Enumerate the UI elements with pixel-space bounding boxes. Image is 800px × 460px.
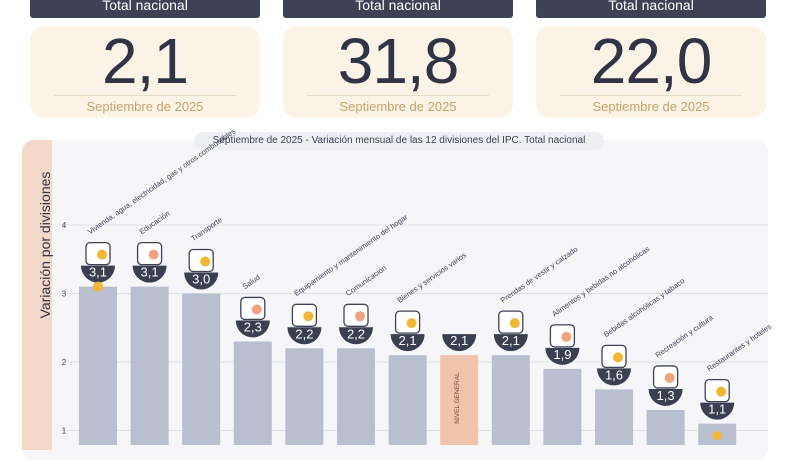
bar — [646, 409, 685, 445]
value-bubble — [597, 368, 631, 386]
category-label: Prendas de vestir y calzado — [499, 245, 580, 305]
kpi-body: 2,1 Septiembre de 2025 — [30, 25, 260, 118]
tshirt-icon — [498, 310, 524, 334]
bar — [182, 293, 221, 445]
bus-icon — [188, 248, 214, 273]
category-label: NIVEL GENERAL — [454, 372, 461, 424]
value-label: 2,2 — [295, 326, 313, 341]
y-axis-strip — [22, 140, 52, 450]
value-bubble — [493, 334, 528, 352]
value-label: 3,1 — [89, 265, 107, 280]
value-bubble — [132, 265, 167, 283]
kpi-body: 31,8 Septiembre de 2025 — [283, 25, 513, 118]
category-label: Comunicación — [344, 263, 388, 298]
bar — [543, 368, 582, 445]
value-label: 2,1 — [399, 333, 417, 348]
kpi-card-1: Total nacional 2,1 Septiembre de 2025 — [30, 0, 260, 118]
y-tick-label: 4 — [62, 221, 67, 230]
bar — [491, 355, 530, 445]
food-plate-icon — [549, 324, 576, 348]
value-bubble — [235, 320, 270, 338]
category-label: Restaurantes y hoteles — [705, 322, 773, 374]
category-label: Recreación y cultura — [654, 313, 716, 360]
kpi-header: Total nacional — [30, 0, 260, 18]
kpi-card-3: Total nacional 22,0 Septiembre de 2025 — [536, 0, 766, 118]
bar — [440, 355, 479, 445]
category-label: Bienes y servicios varios — [396, 250, 469, 305]
bar — [233, 341, 272, 445]
bar — [79, 286, 117, 445]
value-label: 2,1 — [502, 333, 520, 348]
value-label: 1,6 — [605, 367, 623, 382]
phone-icon — [343, 303, 369, 327]
value-bubble — [184, 272, 219, 290]
umbrella-icon — [652, 365, 679, 389]
kpi-body: 22,0 Septiembre de 2025 — [536, 25, 766, 118]
lightbulb-icon — [85, 241, 111, 266]
bar — [337, 348, 375, 445]
kpi-value: 2,1 — [102, 25, 189, 97]
value-bubble — [339, 327, 373, 345]
bar — [130, 286, 169, 445]
value-bubble — [648, 388, 683, 406]
value-label: 1,1 — [708, 402, 726, 417]
value-bubble — [287, 327, 322, 345]
y-tick-label: 2 — [62, 358, 67, 367]
wine-bottle-icon — [601, 344, 627, 369]
book-icon — [136, 241, 163, 266]
value-bubble — [442, 334, 477, 352]
value-label: 1,9 — [553, 347, 571, 362]
kpi-value: 22,0 — [590, 25, 713, 97]
kpi-card-2: Total nacional 31,8 Septiembre de 2025 — [283, 0, 513, 118]
y-tick-label: 1 — [62, 427, 67, 436]
bar — [595, 389, 633, 445]
y-tick-label: 3 — [62, 290, 67, 299]
category-label: Bebidas alcohólicas y tabaco — [602, 276, 686, 339]
category-label: Salud — [241, 273, 262, 291]
value-label: 3,1 — [141, 265, 159, 280]
value-label: 2,3 — [244, 319, 262, 334]
furniture-icon — [291, 303, 318, 327]
value-label: 3,0 — [192, 272, 210, 287]
bar — [285, 348, 324, 445]
medical-kit-icon — [240, 296, 266, 321]
kpi-date: Septiembre de 2025 — [307, 95, 489, 114]
dinner-plate-icon — [704, 378, 730, 403]
value-label: 2,2 — [347, 326, 365, 341]
accent-dot — [93, 281, 103, 292]
kpi-header: Total nacional — [536, 0, 766, 18]
accent-dot — [712, 431, 722, 441]
value-bubble — [700, 402, 735, 420]
kpi-date: Septiembre de 2025 — [560, 95, 742, 114]
value-bubble — [545, 347, 580, 365]
value-label: 1,3 — [657, 388, 675, 403]
bar — [388, 355, 427, 445]
kpi-value: 31,8 — [337, 25, 460, 97]
scissors-icon — [394, 310, 421, 334]
chart-subtitle: Septiembre de 2025 - Variación mensual d… — [194, 132, 604, 150]
value-bubble — [81, 265, 115, 283]
value-bubble — [390, 334, 425, 352]
kpi-header: Total nacional — [283, 0, 513, 18]
category-label: Transporte — [189, 215, 224, 243]
value-label: 2,1 — [450, 333, 468, 348]
kpi-date: Septiembre de 2025 — [54, 95, 236, 114]
category-label: Educación — [138, 209, 172, 236]
